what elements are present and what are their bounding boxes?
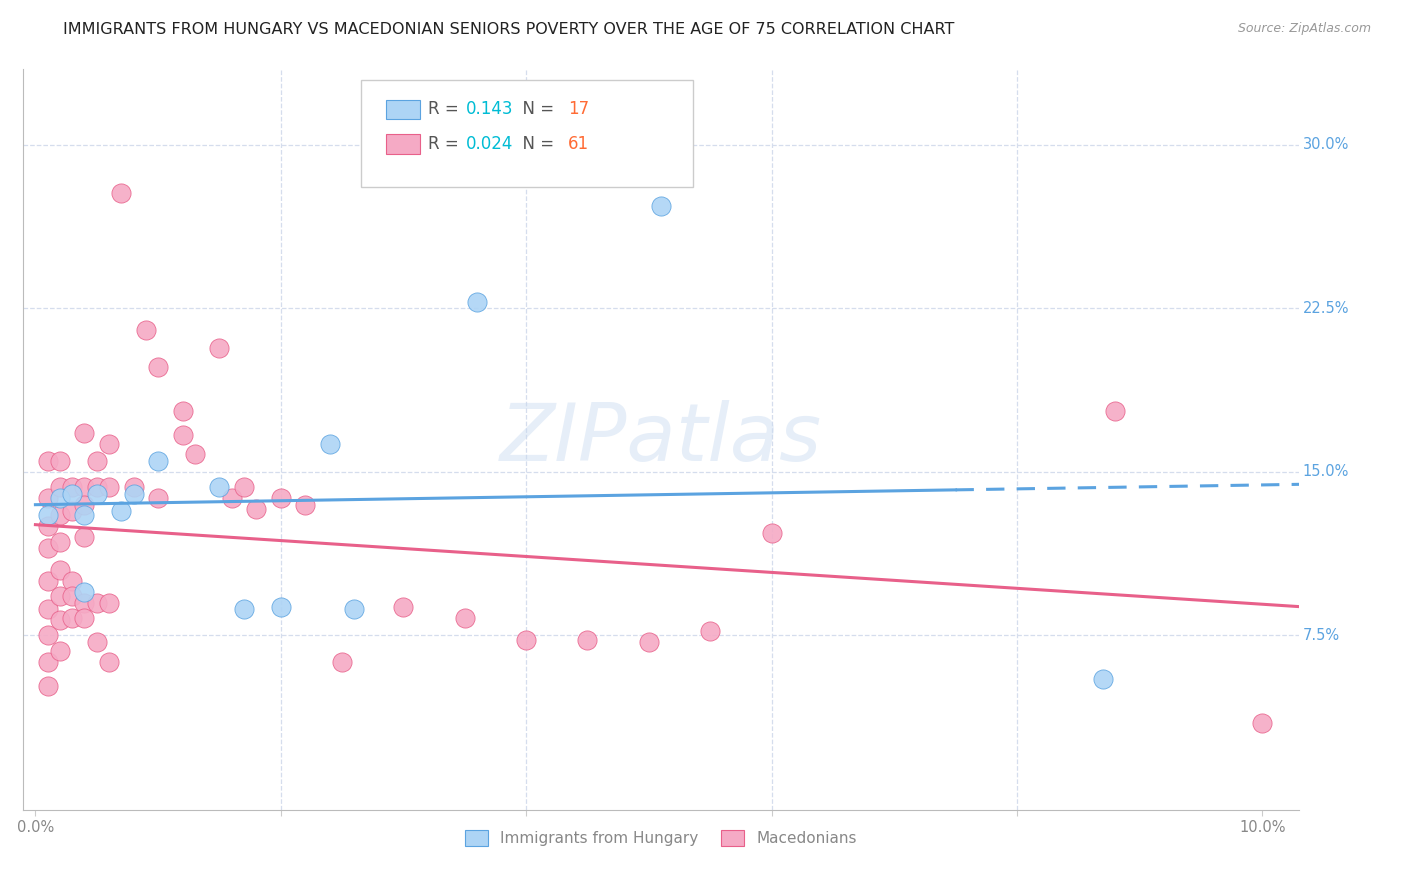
Point [49, 613, 72, 627]
Point [1091, 672, 1114, 686]
Point [465, 294, 488, 309]
Point [60, 589, 83, 603]
Point [86, 596, 108, 610]
Text: N =: N = [512, 100, 560, 119]
Point [86, 480, 108, 494]
Point [37, 541, 59, 556]
Point [49, 589, 72, 603]
Point [37, 491, 59, 505]
Point [1104, 404, 1126, 418]
Point [49, 643, 72, 657]
Point [172, 427, 194, 442]
Point [146, 454, 169, 468]
Point [146, 491, 169, 505]
Point [245, 502, 267, 516]
Legend: Immigrants from Hungary, Macedonians: Immigrants from Hungary, Macedonians [457, 822, 865, 854]
Point [319, 436, 342, 450]
Point [86, 635, 108, 649]
Point [49, 563, 72, 577]
Point [73, 425, 96, 440]
Point [650, 199, 672, 213]
Point [110, 186, 132, 200]
Text: R =: R = [427, 100, 464, 119]
Point [98, 436, 121, 450]
Point [637, 635, 659, 649]
Point [1251, 715, 1274, 730]
Point [122, 480, 145, 494]
Text: 17: 17 [568, 100, 589, 119]
Point [73, 584, 96, 599]
Point [60, 504, 83, 518]
Text: 61: 61 [568, 135, 589, 153]
Text: 30.0%: 30.0% [1303, 137, 1350, 153]
Point [73, 596, 96, 610]
Point [86, 454, 108, 468]
Point [208, 480, 231, 494]
FancyBboxPatch shape [361, 79, 693, 187]
Point [86, 486, 108, 500]
Point [60, 480, 83, 494]
Point [37, 602, 59, 616]
Point [60, 574, 83, 588]
Point [270, 600, 292, 615]
Text: N =: N = [512, 135, 560, 153]
Point [73, 480, 96, 494]
Point [73, 508, 96, 523]
Point [761, 525, 783, 540]
Point [49, 534, 72, 549]
Point [98, 596, 121, 610]
Point [515, 632, 537, 647]
Point [37, 508, 59, 523]
Text: 22.5%: 22.5% [1303, 301, 1350, 316]
Point [49, 454, 72, 468]
Point [270, 491, 292, 505]
Point [233, 602, 256, 616]
Point [49, 491, 72, 505]
Point [294, 498, 316, 512]
Point [73, 530, 96, 544]
Point [233, 480, 256, 494]
Point [172, 404, 194, 418]
Point [110, 504, 132, 518]
Point [37, 574, 59, 588]
Point [135, 323, 157, 337]
Point [37, 519, 59, 533]
Text: Source: ZipAtlas.com: Source: ZipAtlas.com [1237, 22, 1371, 36]
Point [73, 611, 96, 625]
Point [343, 602, 366, 616]
Point [208, 341, 231, 355]
Text: 0.143: 0.143 [465, 100, 513, 119]
Point [49, 508, 72, 523]
Point [184, 447, 207, 461]
FancyBboxPatch shape [385, 100, 420, 119]
Text: ZIPatlas: ZIPatlas [501, 401, 823, 478]
Point [454, 611, 477, 625]
Point [576, 632, 599, 647]
Point [60, 611, 83, 625]
Point [98, 655, 121, 669]
Text: 7.5%: 7.5% [1303, 628, 1340, 643]
Point [122, 486, 145, 500]
Point [146, 360, 169, 375]
Point [37, 628, 59, 642]
Point [37, 655, 59, 669]
Point [73, 498, 96, 512]
Point [699, 624, 721, 638]
Point [37, 679, 59, 693]
Text: 15.0%: 15.0% [1303, 465, 1350, 479]
Point [98, 480, 121, 494]
Text: IMMIGRANTS FROM HUNGARY VS MACEDONIAN SENIORS POVERTY OVER THE AGE OF 75 CORRELA: IMMIGRANTS FROM HUNGARY VS MACEDONIAN SE… [63, 22, 955, 37]
Point [60, 486, 83, 500]
Text: R =: R = [427, 135, 464, 153]
FancyBboxPatch shape [385, 135, 420, 153]
Point [221, 491, 243, 505]
Point [49, 480, 72, 494]
Point [330, 655, 353, 669]
Text: 0.024: 0.024 [465, 135, 513, 153]
Point [37, 454, 59, 468]
Point [392, 600, 415, 615]
